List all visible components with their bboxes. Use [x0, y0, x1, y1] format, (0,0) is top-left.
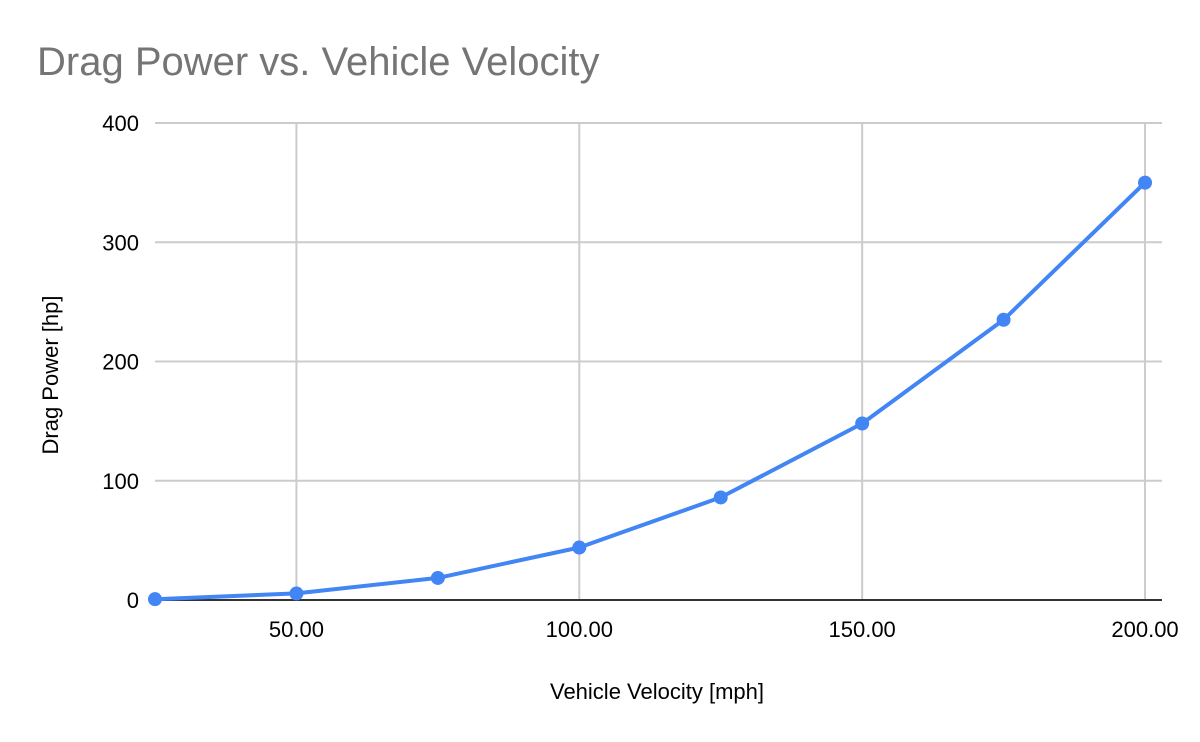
y-tick-label: 300 — [102, 230, 139, 255]
data-point — [855, 416, 870, 431]
data-point — [572, 540, 587, 555]
x-tick-label: 200.00 — [1111, 617, 1178, 642]
x-axis-title: Vehicle Velocity [mph] — [550, 679, 764, 704]
series-layer — [148, 175, 1153, 607]
x-axis-ticks: 50.00 100.00 150.00 200.00 — [269, 617, 1179, 642]
data-point — [713, 490, 728, 505]
chart-title: Drag Power vs. Vehicle Velocity — [37, 40, 599, 84]
x-tick-label: 150.00 — [829, 617, 896, 642]
y-axis-title: Drag Power [hp] — [38, 296, 63, 455]
grid — [155, 122, 1162, 601]
y-tick-label: 0 — [127, 588, 139, 613]
x-tick-label: 50.00 — [269, 617, 324, 642]
y-axis-ticks: 0 100 200 300 400 — [102, 111, 139, 613]
y-tick-label: 100 — [102, 469, 139, 494]
data-point — [430, 570, 445, 585]
data-point — [996, 312, 1011, 327]
y-tick-label: 200 — [102, 350, 139, 375]
y-tick-label: 400 — [102, 111, 139, 136]
x-tick-label: 100.00 — [546, 617, 613, 642]
series-line-0 — [153, 180, 1147, 602]
data-point — [1138, 175, 1153, 190]
data-point — [148, 592, 162, 607]
data-point — [289, 586, 304, 601]
